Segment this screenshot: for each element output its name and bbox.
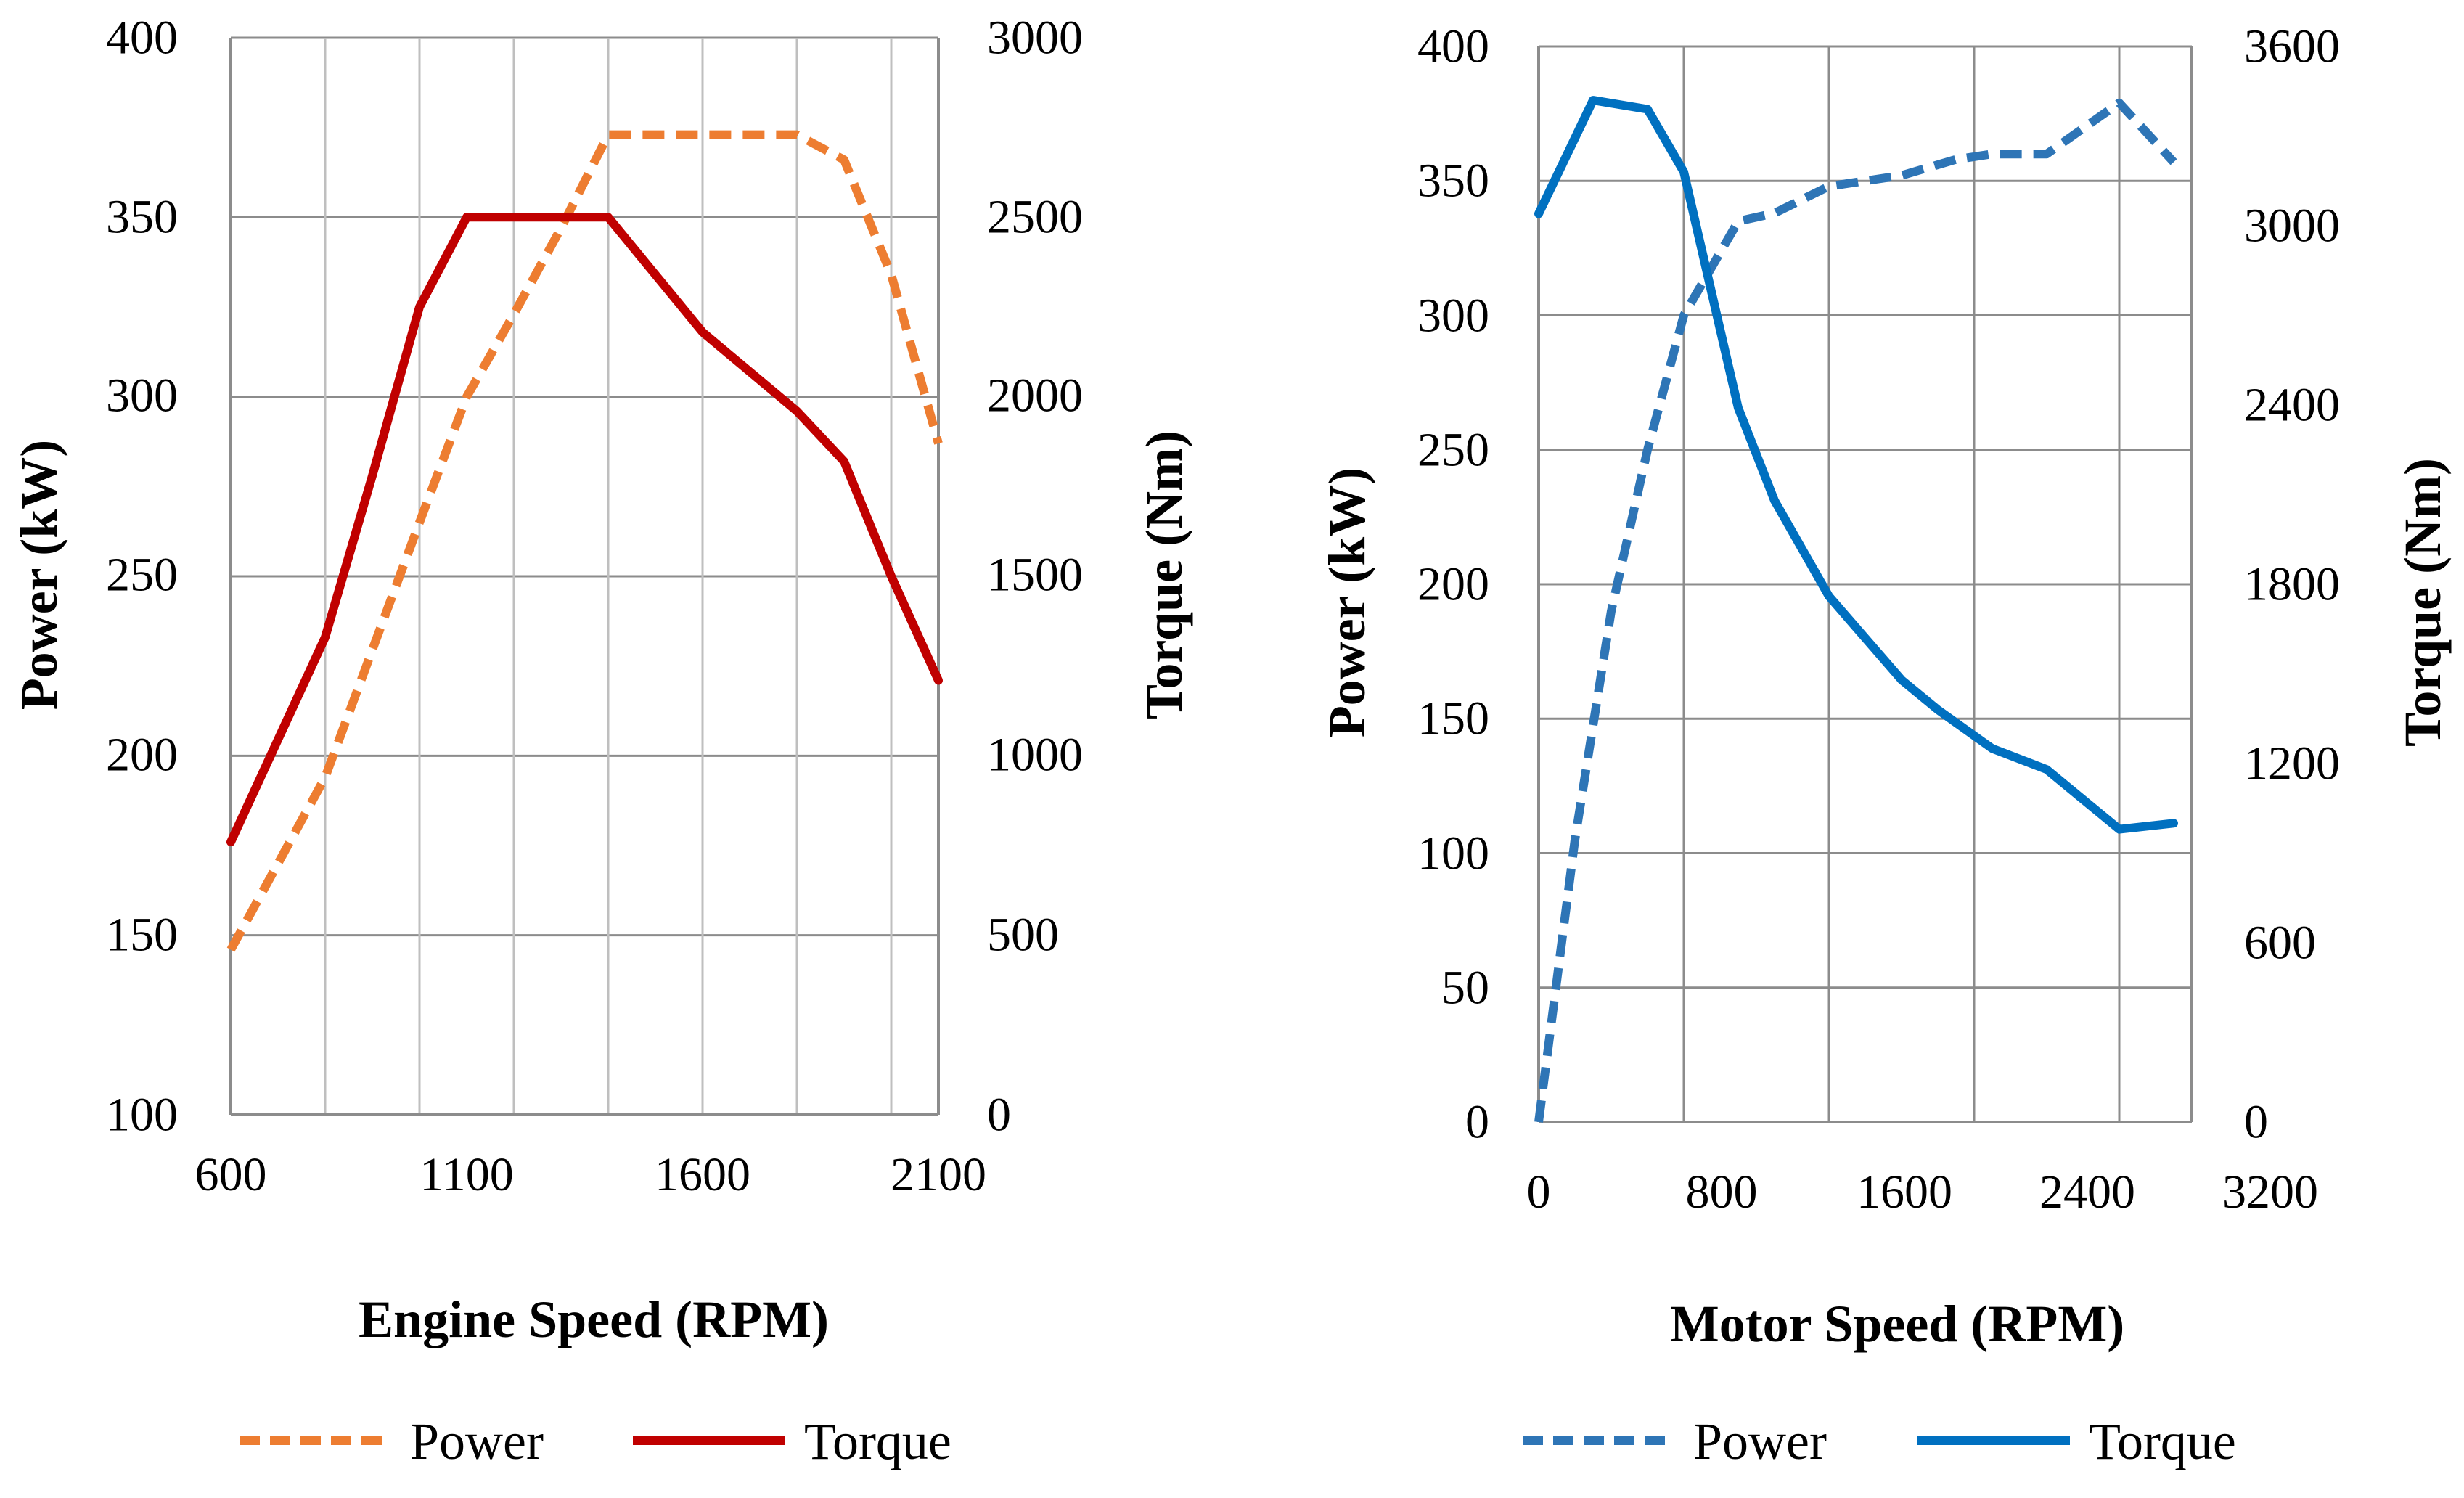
engine-y2-tick: 2000 (987, 369, 1083, 422)
motor-plot-frame (1537, 46, 2193, 1124)
engine-plot-frame (229, 38, 940, 1116)
motor-x-tick: 2400 (2039, 1166, 2135, 1219)
engine-x-tick: 2100 (891, 1148, 986, 1201)
motor-x-tick: 3200 (2222, 1166, 2318, 1219)
engine-x-tick: 600 (195, 1148, 267, 1201)
motor-x-axis-title: Motor Speed (RPM) (1670, 1295, 2125, 1353)
motor-chart: 0 50 100 150 200 250 300 350 400 0 600 1… (1318, 20, 2452, 1471)
motor-y-tick: 100 (1417, 827, 1489, 880)
engine-y-tick: 150 (106, 909, 178, 962)
engine-y2-tick: 2500 (987, 191, 1083, 244)
motor-series-group (1534, 96, 2178, 1123)
engine-y2-tick: 3000 (987, 12, 1083, 65)
engine-y2-tick: 1000 (987, 729, 1083, 782)
motor-y-tick: 250 (1417, 424, 1489, 477)
motor-legend-power-label: Power (1693, 1412, 1827, 1470)
engine-y2-tick: 0 (987, 1089, 1011, 1142)
engine-y-tick: 200 (106, 729, 178, 782)
motor-torque-line (1534, 96, 2178, 834)
motor-power-line (1534, 98, 2177, 1123)
engine-gridlines (231, 36, 938, 1116)
motor-y2-tick: 3600 (2244, 20, 2340, 73)
engine-y2-tick: 500 (987, 909, 1059, 962)
motor-y-tick: 350 (1417, 155, 1489, 208)
motor-y-tick: 400 (1417, 20, 1489, 73)
motor-gridlines (1539, 45, 2192, 1124)
engine-y-tick: 100 (106, 1089, 178, 1142)
motor-y-axis-title: Power (kW) (1318, 467, 1376, 738)
motor-x-tick: 1600 (1857, 1166, 1952, 1219)
motor-legend-torque-label: Torque (2089, 1412, 2236, 1470)
engine-y-tick: 250 (106, 549, 178, 602)
engine-y-tick: 300 (106, 369, 178, 422)
motor-y2-tick: 1800 (2244, 558, 2340, 611)
motor-y2-tick: 2400 (2244, 379, 2340, 432)
motor-y-tick: 150 (1417, 692, 1489, 745)
engine-y-tick: 350 (106, 191, 178, 244)
engine-x-axis-title: Engine Speed (RPM) (359, 1290, 829, 1348)
motor-y-tick: 200 (1417, 558, 1489, 611)
engine-x-tick: 1600 (655, 1148, 750, 1201)
engine-chart: 100 150 200 250 300 350 400 0 500 1000 1… (10, 12, 1193, 1471)
motor-y-tick: 50 (1441, 962, 1489, 1015)
motor-x-tick: 800 (1686, 1166, 1758, 1219)
engine-legend-torque-label: Torque (804, 1412, 951, 1470)
motor-y2-tick: 3000 (2244, 200, 2340, 253)
engine-series-group (226, 130, 943, 952)
motor-y2-tick: 600 (2244, 917, 2316, 970)
motor-y-tick: 300 (1417, 290, 1489, 343)
engine-power-line (226, 130, 943, 952)
engine-y-tick: 400 (106, 12, 178, 65)
engine-y2-tick: 1500 (987, 549, 1083, 602)
motor-legend: Power Torque (1523, 1412, 2236, 1470)
engine-y2-axis-title: Torque (Nm) (1135, 430, 1193, 719)
motor-y-tick: 0 (1465, 1096, 1489, 1149)
engine-torque-line (226, 213, 943, 847)
engine-legend: Power Torque (240, 1412, 951, 1470)
motor-x-tick: 0 (1527, 1166, 1551, 1219)
motor-y2-axis-title: Torque (Nm) (2394, 458, 2452, 747)
motor-y2-tick: 1200 (2244, 737, 2340, 790)
motor-y2-tick: 0 (2244, 1096, 2268, 1149)
engine-y-axis-title: Power (kW) (10, 440, 68, 711)
engine-x-tick: 1100 (419, 1148, 514, 1201)
engine-legend-power-label: Power (410, 1412, 544, 1470)
